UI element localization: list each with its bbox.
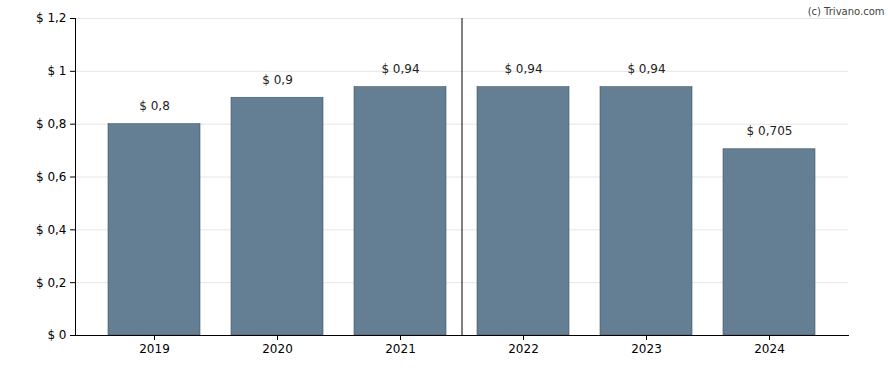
svg-text:$ 0,2: $ 0,2 bbox=[36, 276, 67, 290]
svg-text:$ 0,4: $ 0,4 bbox=[36, 223, 67, 237]
svg-text:$ 0,94: $ 0,94 bbox=[627, 62, 665, 76]
svg-text:2021: 2021 bbox=[385, 342, 416, 356]
svg-text:2024: 2024 bbox=[754, 342, 785, 356]
svg-text:$ 0,705: $ 0,705 bbox=[747, 124, 793, 138]
svg-text:2020: 2020 bbox=[262, 342, 293, 356]
svg-text:$ 0,94: $ 0,94 bbox=[504, 62, 542, 76]
svg-text:2023: 2023 bbox=[631, 342, 662, 356]
svg-text:2022: 2022 bbox=[508, 342, 539, 356]
svg-text:$ 0,8: $ 0,8 bbox=[36, 117, 67, 131]
svg-text:2019: 2019 bbox=[139, 342, 170, 356]
svg-text:$ 0,94: $ 0,94 bbox=[381, 62, 419, 76]
svg-text:(c) Trivano.com: (c) Trivano.com bbox=[808, 6, 885, 17]
svg-text:$ 0,8: $ 0,8 bbox=[139, 99, 170, 113]
svg-text:$ 0: $ 0 bbox=[47, 328, 66, 342]
svg-text:$ 1,2: $ 1,2 bbox=[36, 11, 67, 25]
svg-text:$ 0,6: $ 0,6 bbox=[36, 170, 67, 184]
svg-text:$ 0,9: $ 0,9 bbox=[262, 73, 293, 87]
svg-text:$ 1: $ 1 bbox=[47, 64, 66, 78]
